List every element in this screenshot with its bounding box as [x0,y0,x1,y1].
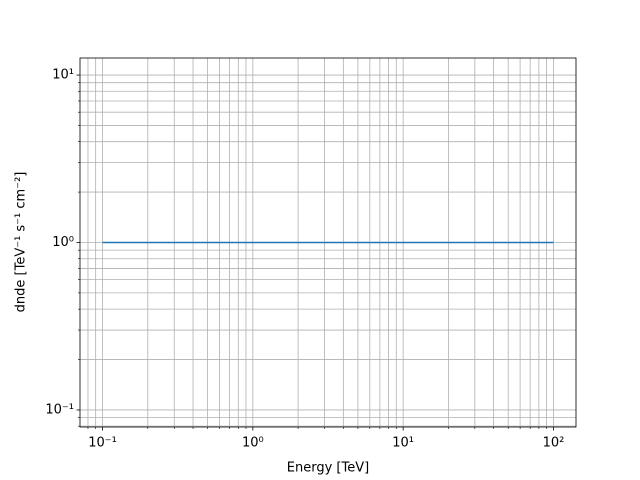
y-tick-label: 10⁻¹ [45,402,74,417]
x-tick-label: 10⁰ [242,436,264,451]
y-axis-label: dnde [TeV⁻¹ s⁻¹ cm⁻²] [14,172,29,313]
x-tick-label: 10² [543,436,565,451]
x-axis-label: Energy [TeV] [287,461,369,476]
x-tick-label: 10¹ [392,436,414,451]
plot-frame [79,57,577,428]
y-tick-label: 10¹ [52,68,74,83]
y-tick-label: 10⁰ [52,235,74,250]
x-tick-label: 10⁻¹ [88,436,117,451]
